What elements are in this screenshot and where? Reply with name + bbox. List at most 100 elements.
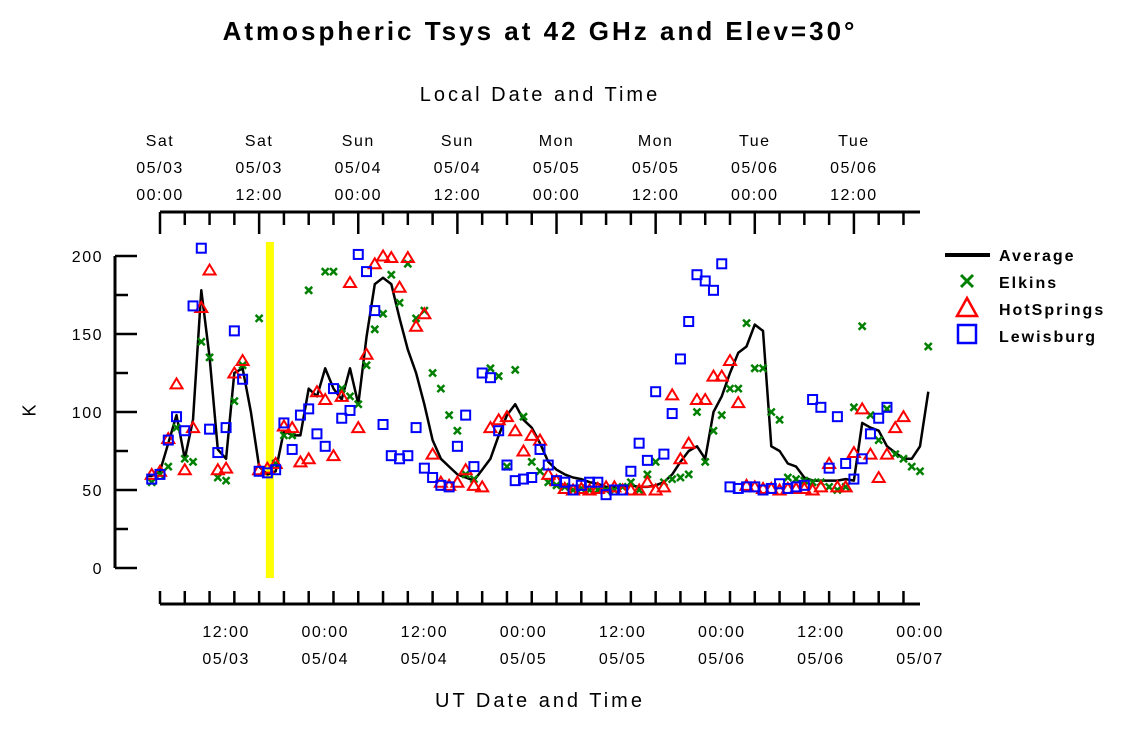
data-point-lewisburg — [699, 275, 711, 287]
data-point-lewisburg — [707, 284, 719, 296]
data-point-lewisburg — [237, 373, 249, 385]
legend-elkins-swatch — [959, 273, 975, 289]
bottom-tick-label-time: 00:00 — [698, 624, 746, 641]
series-layer — [143, 242, 933, 501]
data-point-lewisburg — [641, 454, 653, 466]
data-point-hotsprings — [680, 435, 697, 449]
data-point-lewisburg — [311, 428, 323, 440]
data-point-elkins — [527, 457, 537, 467]
data-point-lewisburg — [542, 459, 554, 471]
data-point-lewisburg — [228, 325, 240, 337]
data-point-elkins — [766, 407, 776, 417]
data-point-hotsprings — [160, 431, 177, 445]
data-point-elkins — [453, 426, 462, 436]
data-point-hotsprings — [350, 420, 367, 434]
data-point-elkins — [163, 462, 173, 471]
data-point-lewisburg — [650, 386, 662, 398]
data-point-lewisburg — [204, 423, 216, 435]
data-point-hotsprings — [664, 387, 680, 401]
data-point-hotsprings — [391, 279, 408, 293]
data-point-elkins — [510, 365, 520, 375]
data-point-elkins — [626, 477, 636, 487]
data-point-hotsprings — [515, 443, 532, 457]
top-tick-label-time: 12:00 — [434, 187, 482, 204]
data-point-elkins — [229, 396, 239, 406]
data-point-hotsprings — [333, 388, 350, 402]
top-tick-label-time: 00:00 — [136, 187, 184, 204]
top-tick-label-day: Sat — [245, 133, 274, 150]
data-point-elkins — [386, 270, 396, 280]
data-point-lewisburg — [831, 411, 843, 423]
data-point-hotsprings — [466, 477, 482, 491]
data-point-lewisburg — [195, 242, 207, 254]
data-point-lewisburg — [848, 473, 860, 485]
data-point-lewisburg — [278, 417, 290, 429]
legend-label: Elkins — [999, 275, 1058, 292]
data-point-hotsprings — [424, 446, 441, 460]
top-tick-label-date: 05/06 — [731, 160, 779, 177]
legend-label: Average — [999, 248, 1076, 265]
data-point-lewisburg — [683, 316, 695, 328]
data-point-elkins — [345, 392, 355, 401]
y-tick-label: 100 — [72, 405, 103, 422]
data-point-hotsprings — [870, 470, 887, 484]
data-point-hotsprings — [226, 365, 243, 379]
data-point-hotsprings — [540, 466, 557, 480]
bottom-tick-label-time: 12:00 — [599, 624, 647, 641]
series-hotsprings — [143, 248, 912, 496]
data-point-elkins — [254, 314, 264, 323]
top-tick-label-time: 00:00 — [334, 187, 382, 204]
data-point-hotsprings — [639, 474, 656, 488]
data-point-elkins — [874, 435, 884, 445]
bottom-tick-label-date: 05/03 — [202, 651, 250, 668]
bottom-tick-label-date: 05/04 — [401, 651, 449, 668]
top-tick-label-date: 05/04 — [334, 160, 382, 177]
data-point-lewisburg — [691, 269, 703, 281]
top-tick-label-day: Mon — [539, 133, 575, 150]
data-point-lewisburg — [270, 464, 282, 476]
data-point-hotsprings — [713, 368, 730, 382]
data-point-lewisburg — [666, 408, 678, 420]
data-point-hotsprings — [895, 409, 912, 423]
legend: Average Elkins HotSprings Lewisburg — [945, 248, 1103, 346]
data-point-elkins — [494, 371, 504, 381]
data-point-lewisburg — [402, 450, 414, 462]
top-tick-label-date: 05/04 — [434, 160, 482, 177]
data-point-lewisburg — [377, 418, 389, 430]
data-point-lewisburg — [336, 412, 348, 424]
y-tick-label: 0 — [93, 561, 103, 578]
top-tick-label-date: 05/03 — [136, 160, 184, 177]
highlight-band-layer — [265, 242, 274, 578]
data-point-hotsprings — [177, 462, 193, 476]
data-point-hotsprings — [408, 318, 424, 332]
chart-title: Atmospheric Tsys at 42 GHz and Elev=30° — [222, 16, 858, 46]
data-point-hotsprings — [375, 248, 391, 262]
data-point-hotsprings — [416, 306, 433, 320]
data-point-elkins — [725, 384, 735, 393]
data-point-elkins — [370, 324, 380, 334]
data-point-elkins — [643, 470, 652, 479]
data-point-elkins — [709, 426, 718, 436]
data-point-elkins — [676, 473, 685, 482]
bottom-tick-label-date: 05/07 — [896, 651, 944, 668]
data-point-lewisburg — [171, 411, 183, 423]
data-point-elkins — [890, 449, 900, 459]
data-point-lewisburg — [427, 472, 439, 484]
data-point-hotsprings — [201, 262, 218, 276]
data-point-hotsprings — [367, 256, 383, 270]
data-point-lewisburg — [303, 403, 315, 415]
data-point-elkins — [188, 457, 198, 467]
data-point-hotsprings — [218, 460, 234, 474]
data-point-hotsprings — [730, 395, 747, 409]
data-point-hotsprings — [499, 409, 515, 423]
data-point-hotsprings — [705, 368, 722, 382]
data-point-elkins — [808, 477, 817, 487]
data-point-elkins — [337, 384, 347, 393]
data-point-lewisburg — [361, 266, 373, 278]
data-point-elkins — [824, 482, 834, 492]
data-point-elkins — [923, 342, 933, 351]
top-tick-label-date: 05/03 — [235, 160, 283, 177]
data-point-elkins — [651, 457, 661, 467]
top-tick-label-date: 05/05 — [632, 160, 680, 177]
series-elkins — [147, 259, 933, 495]
